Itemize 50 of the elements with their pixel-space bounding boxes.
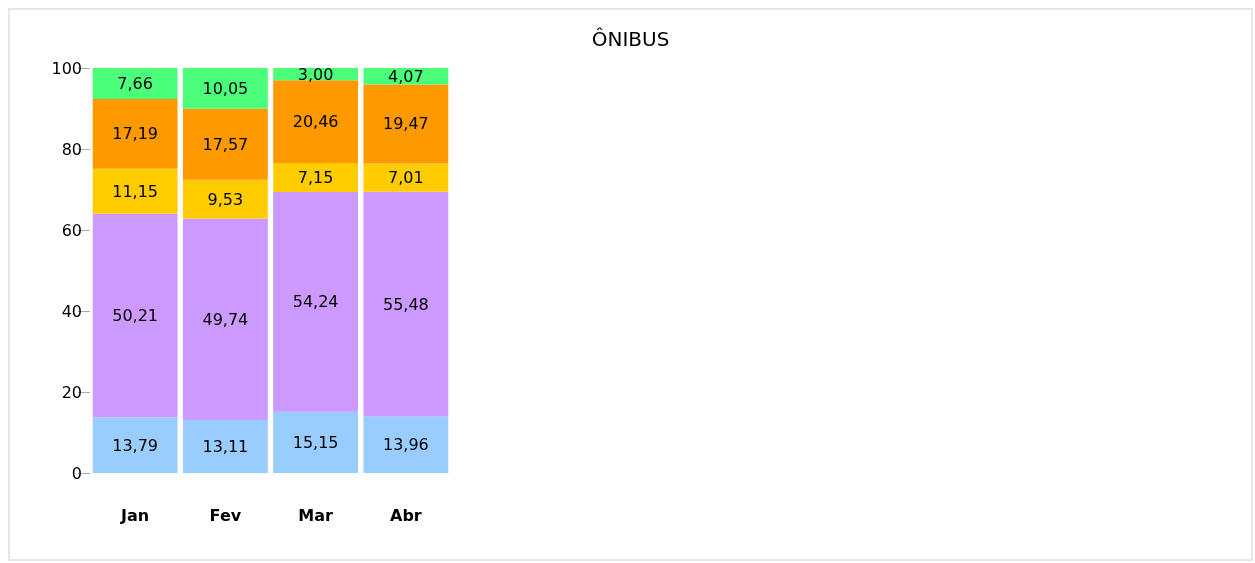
data-label: 15,15 <box>292 432 339 452</box>
bar <box>182 419 268 473</box>
bar <box>182 218 268 420</box>
data-label: 7,66 <box>117 74 153 94</box>
data-label: 13,96 <box>382 435 429 455</box>
bar <box>363 68 449 85</box>
bar <box>363 191 449 417</box>
data-label: 13,11 <box>202 436 249 456</box>
x-tick-label: Jan <box>120 505 150 525</box>
data-label: 50,21 <box>112 305 159 325</box>
data-label: 13,79 <box>112 435 159 455</box>
bar <box>363 163 449 192</box>
bar <box>273 80 359 164</box>
x-tick-label: Abr <box>390 505 422 525</box>
bar <box>182 68 268 109</box>
text: ÔNIBUS <box>591 27 670 51</box>
data-label: 17,19 <box>112 124 159 144</box>
x-tick-label: Mar <box>298 505 334 525</box>
bar <box>273 191 359 412</box>
data-label: 20,46 <box>292 112 339 132</box>
y-tick-label: 40 <box>61 301 82 321</box>
data-label: 11,15 <box>112 181 159 201</box>
bar <box>273 163 359 192</box>
data-label: 54,24 <box>292 292 339 312</box>
bar <box>363 84 449 164</box>
bar <box>182 179 268 219</box>
bar <box>92 417 178 473</box>
bar <box>92 168 178 214</box>
bar <box>273 411 359 473</box>
data-label: 49,74 <box>202 309 249 329</box>
data-label: 19,47 <box>382 114 429 134</box>
bar <box>92 99 178 169</box>
data-label: 3,00 <box>297 64 334 84</box>
y-tick-label: 0 <box>71 463 82 483</box>
data-label: 7,15 <box>297 167 334 187</box>
data-label: 9,53 <box>207 189 244 209</box>
data-label: 4,07 <box>388 66 424 86</box>
bar <box>92 213 178 418</box>
data-label: 55,48 <box>382 294 429 314</box>
x-tick-label: Fev <box>209 505 242 525</box>
y-tick-label: 80 <box>61 139 82 159</box>
bar <box>182 108 268 180</box>
y-tick-label: 60 <box>61 220 82 240</box>
data-label: 7,01 <box>388 168 424 188</box>
bar <box>92 68 178 100</box>
data-label: 10,05 <box>202 78 249 98</box>
data-label: 17,57 <box>202 134 249 154</box>
y-tick-label: 20 <box>61 382 82 402</box>
bar <box>363 416 449 473</box>
y-tick-label: 100 <box>51 58 82 78</box>
